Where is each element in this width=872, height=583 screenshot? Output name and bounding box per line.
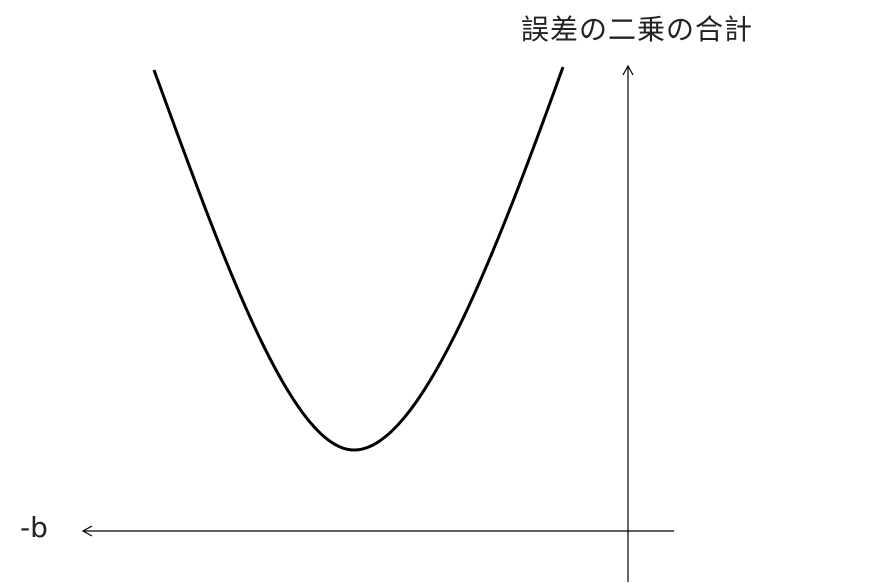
x-axis-label: -b (20, 511, 48, 544)
y-axis-label: 誤差の二乗の合計 (521, 13, 754, 46)
y-axis-arrowhead (622, 64, 634, 76)
error-curve (152, 66, 565, 452)
x-axis-arrowhead (81, 525, 93, 537)
